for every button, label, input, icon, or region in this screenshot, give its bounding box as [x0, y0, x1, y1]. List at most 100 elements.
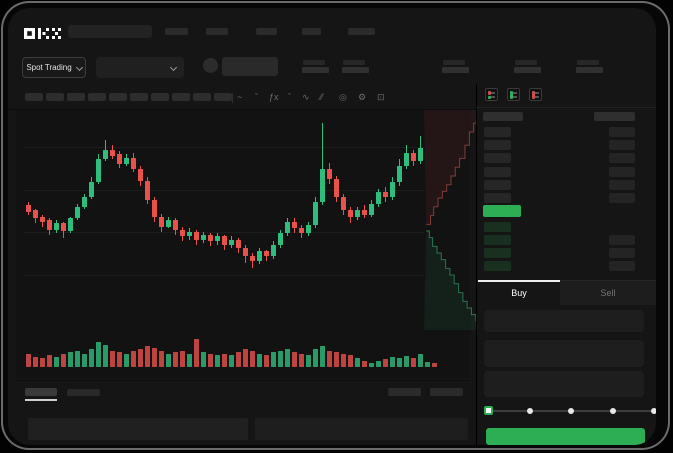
ask-price-placeholder[interactable]: [484, 180, 511, 190]
bid-amount-placeholder[interactable]: [609, 261, 635, 271]
volume-bar: [187, 353, 192, 367]
candle-body: [145, 180, 150, 201]
volume-bar: [180, 350, 185, 367]
orderbook-view-split-icon[interactable]: [485, 88, 498, 101]
bottom-tab-active[interactable]: [25, 388, 57, 396]
candle-body: [173, 220, 178, 230]
volume-bar: [243, 349, 248, 367]
nav-item-placeholder[interactable]: [206, 28, 228, 35]
amount-field[interactable]: [484, 371, 644, 397]
chart-settings-icon[interactable]: ⚙: [358, 92, 367, 102]
nav-item-placeholder[interactable]: [256, 28, 277, 35]
volume-bar: [236, 352, 241, 367]
ask-amount-placeholder[interactable]: [609, 193, 635, 203]
volume-bar: [292, 352, 297, 367]
candle-body: [250, 256, 255, 261]
nav-item-placeholder[interactable]: [302, 28, 321, 35]
bottom-tab-indicator: [25, 399, 57, 401]
volume-bar: [166, 353, 171, 367]
ask-amount-placeholder[interactable]: [609, 153, 635, 163]
volume-bar: [278, 350, 283, 367]
orderbook-view-asks-icon[interactable]: [529, 88, 542, 101]
slider-stop[interactable]: [651, 408, 656, 414]
ask-price-placeholder[interactable]: [484, 193, 511, 203]
volume-bar: [348, 355, 353, 367]
last-price-badge[interactable]: [483, 205, 521, 217]
bid-price-placeholder[interactable]: [484, 222, 511, 232]
timeframe-button[interactable]: [214, 93, 232, 101]
slider-stop[interactable]: [610, 408, 616, 414]
candle-body: [82, 197, 87, 207]
candle-body: [334, 179, 339, 197]
bid-price-placeholder[interactable]: [484, 261, 511, 271]
timeframe-button[interactable]: [88, 93, 106, 101]
bid-price-placeholder[interactable]: [484, 235, 511, 245]
candle-body: [61, 223, 66, 232]
candle-body: [159, 216, 164, 227]
ask-amount-placeholder[interactable]: [609, 167, 635, 177]
fullscreen-icon[interactable]: ⊡: [377, 92, 385, 102]
okx-logo: [22, 26, 64, 39]
slider-stop[interactable]: [568, 408, 574, 414]
timeframe-button[interactable]: [25, 93, 43, 101]
avatar[interactable]: [203, 58, 218, 73]
ask-price-placeholder[interactable]: [484, 140, 511, 150]
price-field[interactable]: [484, 340, 644, 367]
timeframe-button[interactable]: [130, 93, 148, 101]
volume-bar: [362, 361, 367, 367]
slider-handle[interactable]: [484, 406, 493, 415]
pair-select[interactable]: [96, 57, 184, 78]
ask-amount-placeholder[interactable]: [609, 180, 635, 190]
slider-stop[interactable]: [527, 408, 533, 414]
volume-bar: [159, 350, 164, 367]
timeframe-button[interactable]: [67, 93, 85, 101]
timeframe-button[interactable]: [193, 93, 211, 101]
snapshot-icon[interactable]: ◎: [339, 92, 347, 102]
bid-amount-placeholder[interactable]: [609, 248, 635, 258]
bid-price-placeholder[interactable]: [484, 248, 511, 258]
nav-item-placeholder[interactable]: [165, 28, 188, 35]
tab-sell[interactable]: Sell: [560, 281, 656, 305]
ask-amount-placeholder[interactable]: [609, 140, 635, 150]
line-tool-icon[interactable]: ∿: [302, 92, 310, 102]
timeframe-button[interactable]: [46, 93, 64, 101]
draw-tool-icon[interactable]: ⁄⁄: [320, 92, 324, 102]
bottom-tab[interactable]: [67, 389, 100, 396]
candle-body: [47, 220, 52, 230]
volume-bar: [194, 338, 199, 367]
bid-amount-placeholder[interactable]: [609, 235, 635, 245]
volume-bar: [306, 355, 311, 367]
header-action-placeholder[interactable]: [222, 57, 278, 76]
volume-bar: [285, 349, 290, 367]
timeframe-button[interactable]: [109, 93, 127, 101]
volume-bar: [418, 354, 423, 367]
indicators-icon[interactable]: ƒx: [269, 92, 279, 102]
ask-price-placeholder[interactable]: [484, 153, 511, 163]
candle-body: [117, 154, 122, 165]
bottom-action-placeholder[interactable]: [430, 388, 463, 396]
candle-body: [383, 192, 388, 198]
bottom-action-placeholder[interactable]: [388, 388, 421, 396]
candlestick-chart[interactable]: [16, 110, 470, 378]
orderbook-view-bids-icon[interactable]: [507, 88, 520, 101]
volume-bar: [383, 358, 388, 367]
tab-buy[interactable]: Buy: [478, 280, 560, 305]
buy-submit-button[interactable]: [486, 428, 645, 445]
candle-body: [313, 202, 318, 225]
timeframe-button[interactable]: [172, 93, 190, 101]
chart-type-icon[interactable]: ~: [237, 92, 243, 102]
chart-type-chevron-icon[interactable]: ˇ: [255, 92, 258, 102]
orderbook-separator: [476, 107, 656, 108]
ask-price-placeholder[interactable]: [484, 167, 511, 177]
ask-amount-placeholder[interactable]: [609, 127, 635, 137]
nav-item-placeholder[interactable]: [348, 28, 375, 35]
header-search-placeholder[interactable]: [68, 25, 152, 38]
timeframe-button[interactable]: [151, 93, 169, 101]
indicators-chevron-icon[interactable]: ˇ: [288, 92, 291, 102]
candle-body: [236, 239, 241, 248]
market-type-select[interactable]: Spot Trading: [22, 57, 86, 78]
order-type-field[interactable]: [484, 310, 644, 332]
stat-value-placeholder: [576, 67, 603, 73]
ask-price-placeholder[interactable]: [484, 127, 511, 137]
